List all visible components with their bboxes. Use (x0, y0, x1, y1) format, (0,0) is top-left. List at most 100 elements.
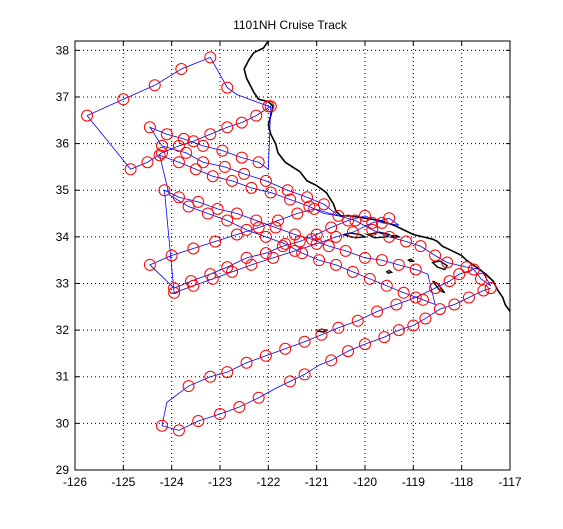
x-tick-label: -120 (353, 475, 377, 489)
y-tick-label: 33 (56, 276, 70, 290)
station-marker (156, 139, 168, 152)
station-marker (221, 366, 234, 379)
station-marker (475, 272, 487, 285)
station-marker (182, 380, 195, 393)
station-marker (168, 286, 181, 299)
y-tick-label: 31 (56, 370, 70, 384)
x-tick-label: -125 (111, 475, 135, 489)
station-marker (409, 263, 422, 276)
station-marker (477, 284, 490, 297)
station-marker (230, 207, 243, 220)
station-marker (342, 345, 355, 358)
station-marker (235, 116, 248, 129)
station-marker (332, 209, 345, 222)
station-marker (180, 146, 193, 159)
station-marker (467, 263, 480, 276)
station-marker (272, 214, 284, 227)
station-marker (226, 265, 239, 278)
station-marker (330, 258, 342, 271)
station-marker (342, 214, 355, 227)
x-tick-label: -119 (402, 475, 425, 489)
station-marker (141, 156, 154, 169)
station-marker (189, 163, 202, 176)
station-marker (197, 156, 210, 169)
station-marker (156, 146, 168, 159)
station-marker (397, 286, 410, 299)
station-marker (201, 207, 214, 220)
station-marker (366, 216, 379, 229)
station-marker (153, 149, 166, 162)
station-marker (204, 128, 217, 141)
station-marker (214, 408, 226, 421)
island-outline (407, 258, 416, 263)
x-tick-label: -117 (498, 475, 521, 489)
station-marker (204, 51, 217, 64)
station-marker (375, 254, 388, 267)
coastline-path (243, 40, 511, 312)
station-marker (310, 237, 323, 250)
y-tick-label: 34 (56, 230, 70, 244)
station-marker (414, 240, 427, 253)
station-marker (279, 342, 292, 355)
station-marker (252, 156, 265, 169)
station-marker (433, 303, 446, 316)
station-marker (296, 247, 309, 260)
station-marker (259, 349, 272, 362)
x-tick-label: -126 (63, 475, 87, 489)
station-marker (325, 354, 338, 367)
station-marker (221, 81, 234, 94)
station-marker (315, 328, 328, 341)
station-marker (453, 268, 466, 281)
station-marker (143, 121, 156, 134)
station-marker (460, 261, 473, 274)
station-marker (204, 268, 217, 281)
station-marker (221, 121, 234, 134)
station-marker (281, 184, 294, 197)
station-marker (371, 305, 384, 318)
station-marker (301, 191, 313, 204)
station-marker (148, 79, 161, 92)
station-marker (366, 223, 379, 236)
y-tick-label: 29 (56, 463, 70, 477)
x-axis-ticks: -126 -125 -124 -123 -122 -121 -120 -119 -118 -117 (63, 41, 522, 489)
station-marker (252, 391, 265, 404)
station-marker (124, 163, 137, 176)
station-marker (462, 291, 475, 304)
station-marker (240, 356, 253, 369)
station-marker (330, 230, 342, 243)
station-marker (211, 202, 224, 215)
x-tick-label: -121 (305, 475, 329, 489)
station-marker (221, 214, 234, 227)
station-marker (429, 249, 442, 262)
station-marker (359, 209, 371, 222)
x-tick-label: -124 (160, 475, 184, 489)
y-tick-label: 35 (56, 183, 70, 197)
station-marker (172, 424, 185, 437)
y-tick-label: 38 (56, 43, 70, 57)
station-marker (375, 216, 388, 229)
grid-lines (75, 41, 510, 470)
station-markers (81, 51, 497, 437)
station-marker (310, 228, 323, 241)
station-marker (332, 321, 345, 334)
station-marker (250, 214, 263, 227)
station-marker (417, 293, 429, 306)
station-marker (252, 221, 265, 234)
station-marker (158, 184, 171, 197)
station-marker (276, 240, 289, 253)
station-marker (175, 62, 188, 75)
x-tick-label: -122 (256, 475, 280, 489)
station-marker (298, 335, 311, 348)
station-marker (160, 128, 173, 141)
station-marker (313, 254, 326, 267)
y-tick-label: 30 (56, 416, 70, 430)
station-marker (267, 251, 280, 264)
plot-frame (74, 40, 511, 471)
station-marker (259, 174, 272, 187)
station-marker (230, 228, 243, 241)
station-marker (305, 233, 318, 246)
station-marker (264, 100, 277, 113)
station-marker (359, 338, 371, 351)
station-marker (269, 221, 282, 234)
